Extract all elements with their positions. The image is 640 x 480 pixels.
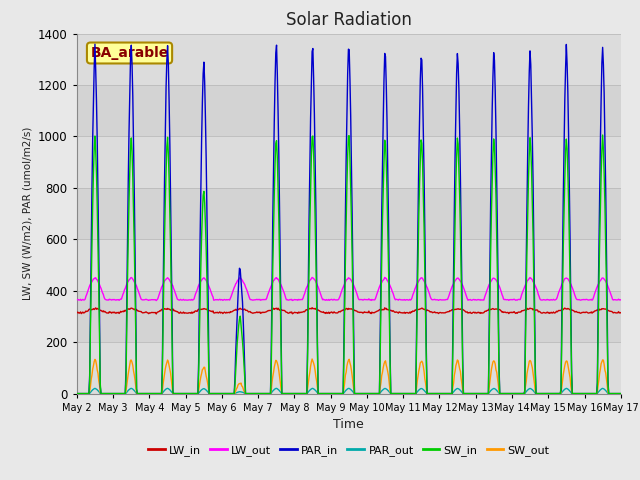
- LW_out: [152, 298, 160, 303]
- PAR_out: [140, 391, 147, 396]
- Bar: [77, 85, 621, 136]
- Bar: [77, 188, 621, 240]
- PAR_in: [223, 391, 231, 396]
- Bar: [77, 291, 621, 342]
- Bar: [77, 342, 621, 394]
- SW_out: [139, 391, 147, 396]
- SW_out: [73, 391, 81, 396]
- SW_out: [194, 391, 202, 396]
- LW_out: [139, 297, 147, 303]
- Line: PAR_out: PAR_out: [77, 388, 621, 394]
- PAR_out: [223, 391, 231, 396]
- PAR_in: [73, 391, 81, 396]
- PAR_out: [431, 391, 439, 396]
- Line: LW_out: LW_out: [77, 277, 621, 300]
- SW_in: [83, 391, 90, 396]
- LW_in: [417, 306, 424, 312]
- PAR_out: [83, 391, 90, 396]
- PAR_in: [617, 391, 625, 396]
- LW_in: [223, 310, 231, 316]
- LW_out: [417, 276, 424, 282]
- Line: PAR_in: PAR_in: [77, 44, 621, 394]
- Bar: [77, 240, 621, 291]
- Title: Solar Radiation: Solar Radiation: [286, 11, 412, 29]
- SW_out: [416, 364, 424, 370]
- Text: BA_arable: BA_arable: [90, 46, 169, 60]
- Line: LW_in: LW_in: [77, 308, 621, 314]
- SW_in: [617, 391, 625, 396]
- X-axis label: Time: Time: [333, 418, 364, 431]
- SW_in: [73, 391, 81, 396]
- SW_in: [223, 391, 230, 396]
- LW_in: [195, 306, 202, 312]
- SW_in: [194, 391, 202, 396]
- SW_in: [139, 391, 147, 396]
- LW_in: [308, 305, 316, 311]
- LW_in: [433, 310, 440, 316]
- LW_out: [73, 297, 81, 303]
- Line: SW_out: SW_out: [77, 359, 621, 394]
- LW_in: [152, 311, 160, 317]
- LW_out: [617, 297, 625, 303]
- LW_out: [223, 297, 231, 303]
- LW_in: [73, 310, 81, 316]
- PAR_out: [195, 390, 202, 396]
- PAR_out: [91, 385, 99, 391]
- PAR_out: [617, 391, 625, 396]
- SW_out: [617, 391, 625, 396]
- Line: SW_in: SW_in: [77, 135, 621, 394]
- PAR_out: [416, 386, 424, 392]
- Y-axis label: LW, SW (W/m2), PAR (umol/m2/s): LW, SW (W/m2), PAR (umol/m2/s): [22, 127, 33, 300]
- Bar: [77, 136, 621, 188]
- LW_in: [83, 309, 90, 314]
- LW_out: [433, 297, 440, 303]
- LW_in: [617, 310, 625, 316]
- PAR_in: [91, 41, 99, 47]
- SW_in: [415, 213, 422, 218]
- LW_out: [381, 275, 388, 280]
- LW_out: [83, 292, 90, 298]
- LW_out: [195, 283, 202, 288]
- Bar: [77, 34, 621, 85]
- PAR_in: [195, 361, 202, 367]
- SW_out: [308, 356, 316, 362]
- PAR_in: [140, 391, 147, 396]
- LW_in: [139, 310, 147, 316]
- SW_in: [431, 391, 438, 396]
- SW_out: [223, 391, 230, 396]
- PAR_in: [83, 391, 90, 396]
- PAR_out: [73, 391, 81, 396]
- Legend: LW_in, LW_out, PAR_in, PAR_out, SW_in, SW_out: LW_in, LW_out, PAR_in, PAR_out, SW_in, S…: [143, 440, 554, 460]
- PAR_in: [431, 391, 439, 396]
- SW_in: [599, 132, 607, 138]
- SW_out: [431, 391, 439, 396]
- PAR_in: [416, 117, 424, 122]
- SW_out: [83, 391, 90, 396]
